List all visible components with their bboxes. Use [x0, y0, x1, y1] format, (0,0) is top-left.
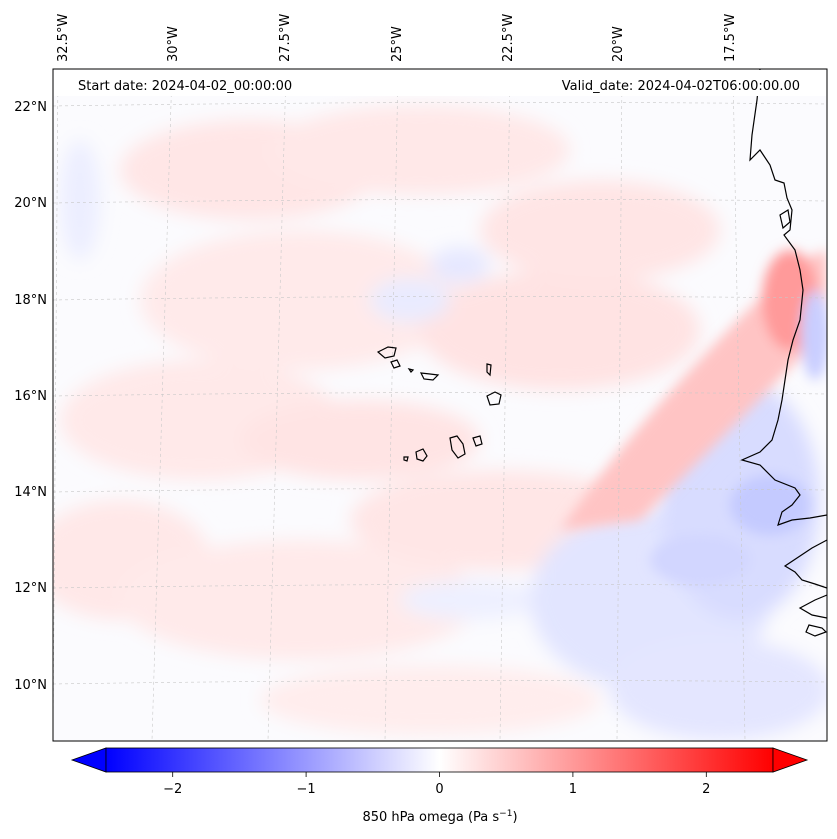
colorbar-bar [105, 747, 774, 773]
colorbar-tick-label: −2 [163, 782, 182, 797]
island-maio [472, 435, 483, 447]
colorbar-label: 850 hPa omega (Pa s−1) [362, 809, 517, 825]
colorbar-tick-label: 0 [435, 782, 443, 797]
longitude-labels: 32.5°W 30°W 27.5°W 25°W 22.5°W 20°W 17.5… [56, 14, 738, 62]
island-santo-antao [376, 346, 397, 359]
island-santiago [449, 435, 466, 459]
valid-date-label: Valid_date: 2024-04-02T06:00:00.00 [562, 79, 800, 94]
colorbar-extend-max [772, 747, 809, 773]
lat-label-20n: 20°N [14, 196, 47, 211]
colorbar: −2 −1 0 1 2 850 hPa omega (Pa s−1) [70, 747, 809, 825]
coastline [740, 69, 827, 637]
lat-label-22n: 22°N [14, 100, 47, 115]
lat-label-12n: 12°N [14, 581, 47, 596]
island-sao-nicolau [419, 372, 440, 381]
colorbar-ticks: −2 −1 0 1 2 [163, 772, 710, 797]
map-frame [52, 68, 828, 742]
island-sal [486, 363, 492, 377]
lon-label-17-5w: 17.5°W [723, 14, 738, 62]
island-santa-luzia [407, 368, 415, 373]
island-brava [403, 456, 409, 462]
colorbar-tick-label: 2 [702, 782, 710, 797]
island-boa-vista [486, 391, 502, 406]
lon-label-22-5w: 22.5°W [501, 14, 516, 62]
latitude-labels: 22°N 20°N 18°N 16°N 14°N 12°N 10°N [14, 100, 47, 693]
lon-label-30w: 30°W [166, 26, 181, 62]
lon-label-27-5w: 27.5°W [278, 14, 293, 62]
map-panel: Start date: 2024-04-02_00:00:00 Valid_da… [52, 68, 828, 742]
cape-verde-islands [376, 346, 502, 462]
lat-label-18n: 18°N [14, 293, 47, 308]
colorbar-tick-label: 1 [569, 782, 577, 797]
lat-label-16n: 16°N [14, 389, 47, 404]
graticule [53, 69, 827, 741]
lon-label-32-5w: 32.5°W [56, 14, 71, 62]
lon-label-25w: 25°W [390, 26, 405, 62]
lat-label-14n: 14°N [14, 485, 47, 500]
header-band [54, 70, 826, 96]
lon-label-20w: 20°W [611, 26, 626, 62]
lat-label-10n: 10°N [14, 678, 47, 693]
colorbar-extend-min [70, 747, 107, 773]
island-fogo [415, 448, 428, 462]
colorbar-tick-label: −1 [297, 782, 316, 797]
island-sao-vicente [390, 359, 401, 369]
start-date-label: Start date: 2024-04-02_00:00:00 [78, 79, 292, 94]
